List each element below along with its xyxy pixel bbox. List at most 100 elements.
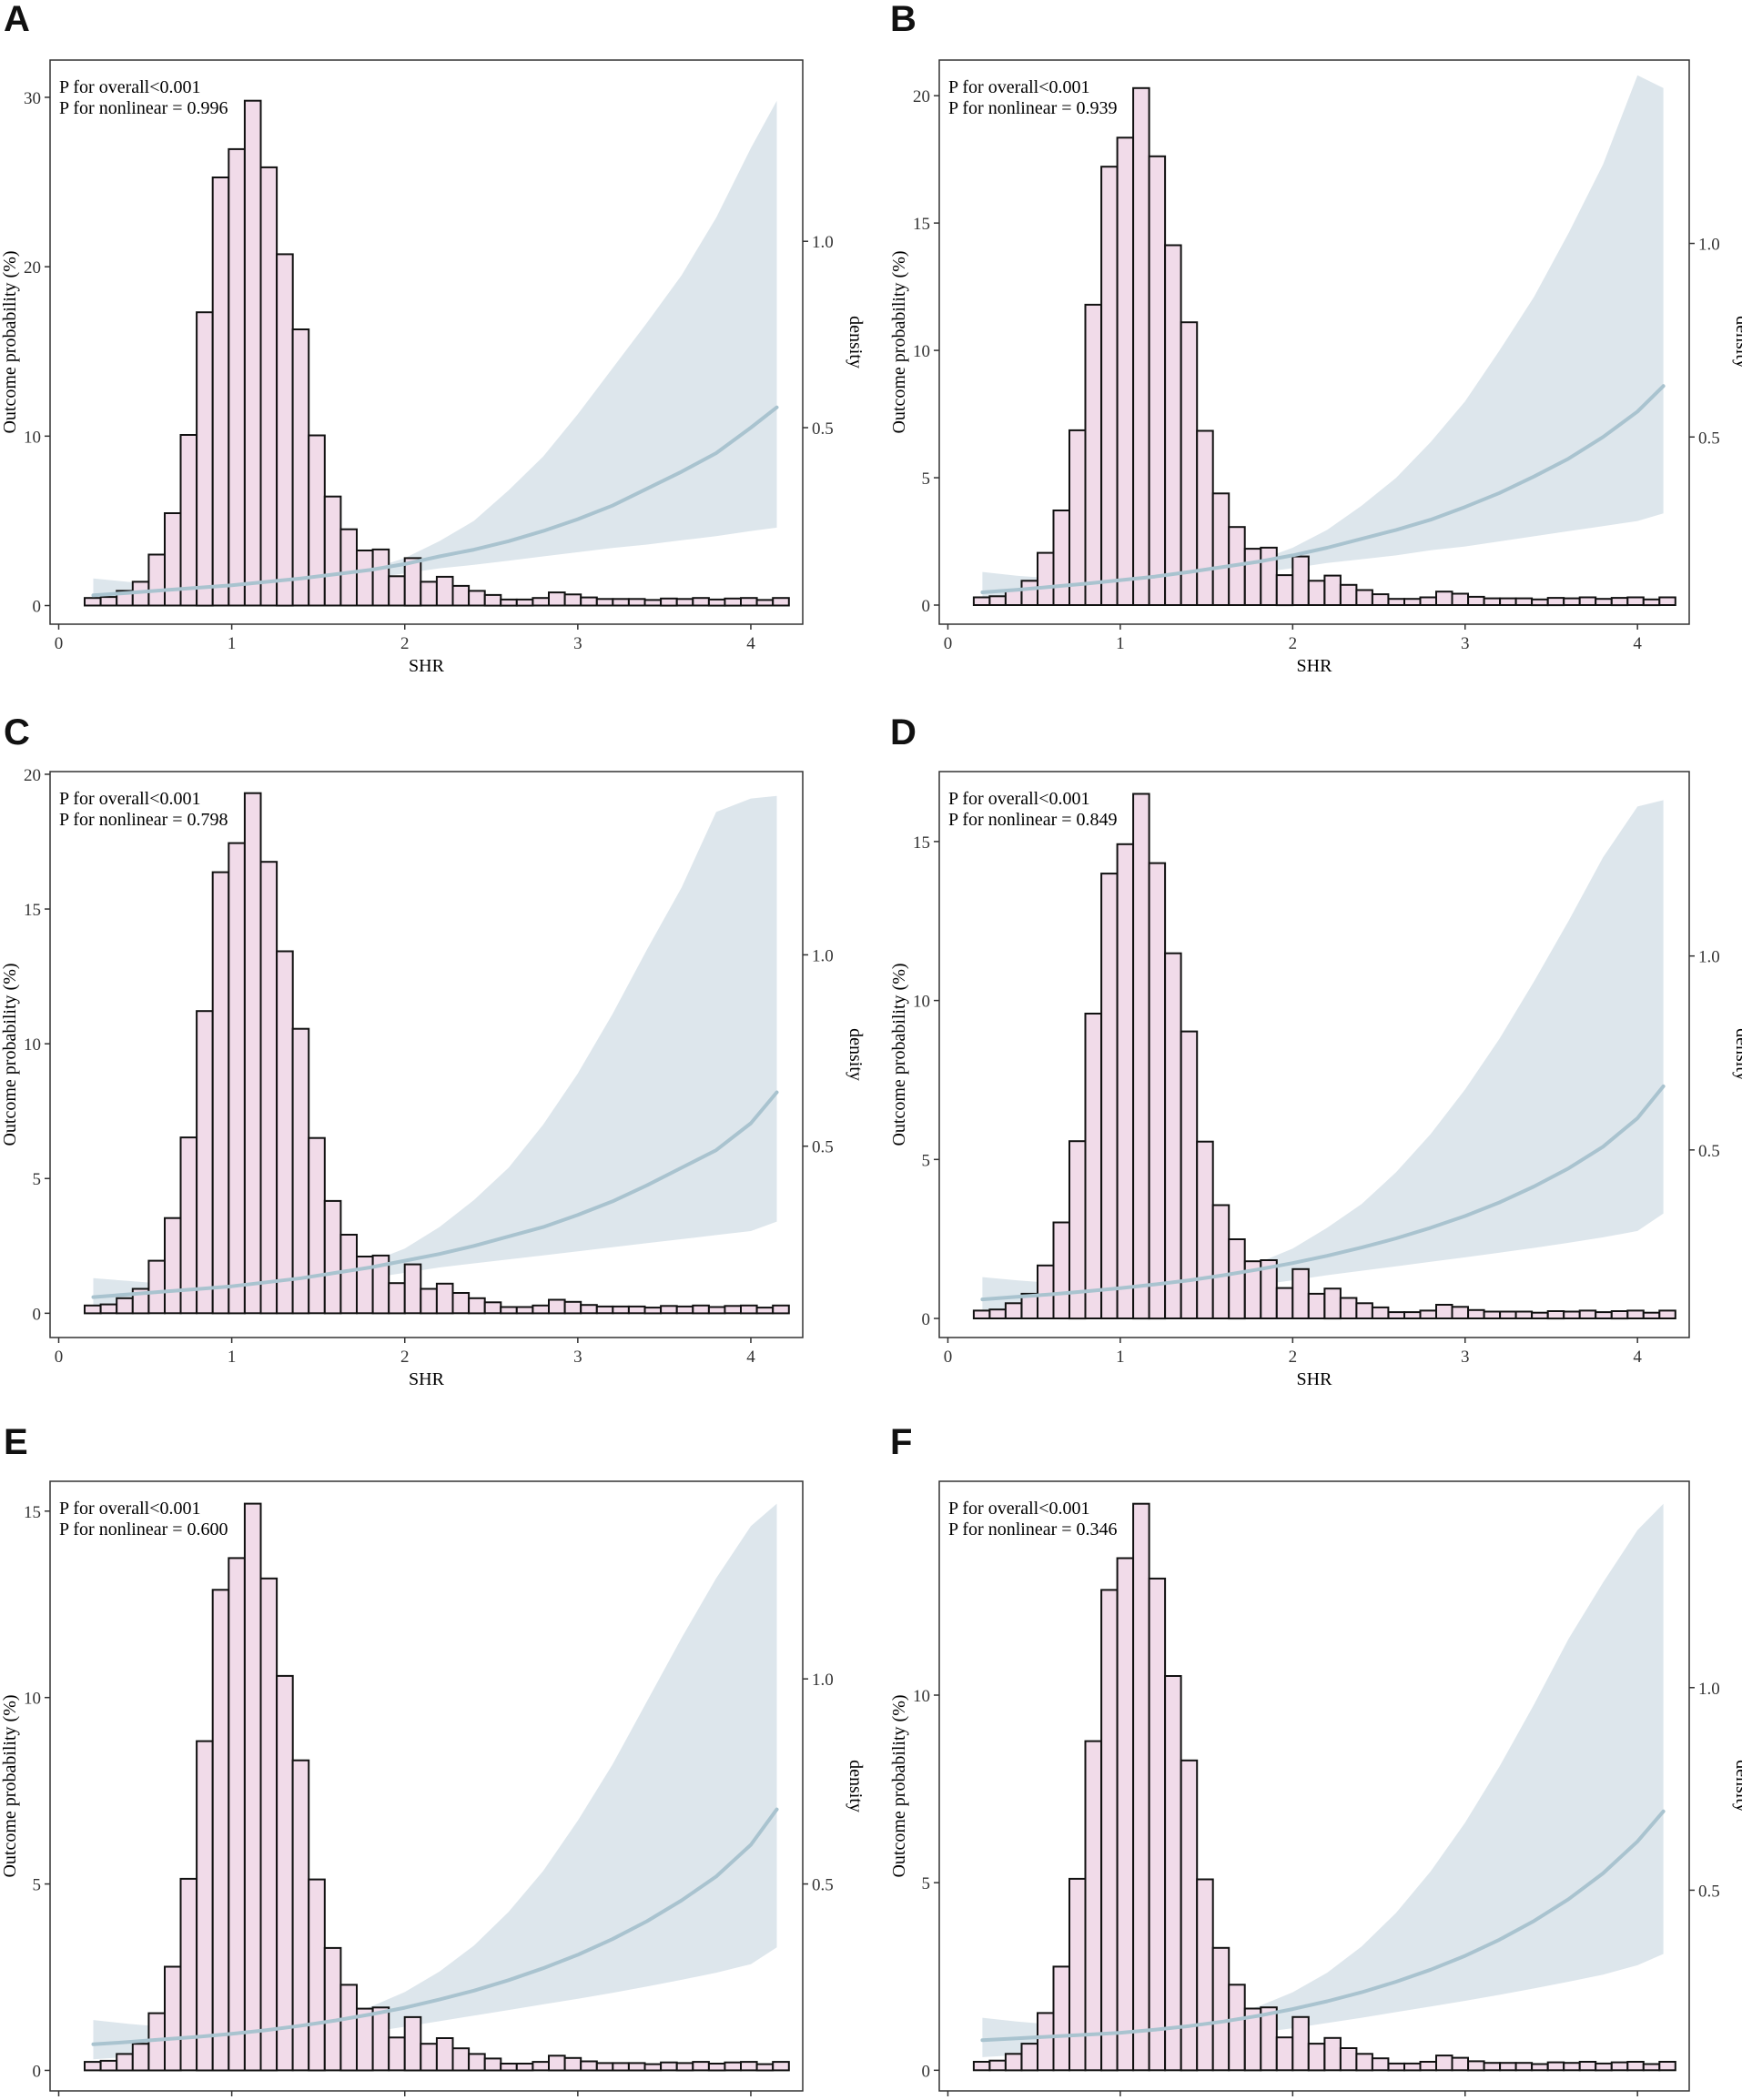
histogram-bar — [1211, 1204, 1231, 1319]
plot-frame — [49, 771, 804, 1338]
histogram-bar — [147, 553, 166, 607]
x-tick-label: 0 — [944, 634, 953, 653]
histogram-bar — [1467, 2060, 1485, 2072]
confidence-band — [982, 75, 1664, 601]
plot-frame — [938, 1480, 1690, 2092]
x-tick-label: 0 — [944, 1348, 953, 1367]
histogram-bar — [548, 591, 566, 607]
histogram-bar — [403, 1263, 422, 1315]
histogram-bar — [1371, 593, 1390, 606]
y-tick-label: 0 — [33, 598, 42, 617]
x-axis-title: SHR — [1297, 656, 1333, 676]
histogram-bar — [500, 598, 518, 607]
y2-tick-label: 0.5 — [1698, 1882, 1720, 1901]
y-tick-label: 30 — [24, 89, 41, 108]
histogram-bar — [468, 1297, 486, 1315]
histogram-bar — [339, 528, 358, 607]
histogram-bar — [1467, 595, 1485, 607]
histogram-bar — [1658, 596, 1676, 606]
fitted-curve — [980, 1809, 1666, 2043]
histogram-bar — [259, 166, 279, 607]
y-tick-label: 15 — [913, 215, 930, 234]
histogram-bar — [1419, 1309, 1437, 1320]
y-tick-label: 20 — [24, 766, 41, 785]
histogram-bar — [1260, 2006, 1278, 2072]
plot-frame — [49, 59, 804, 625]
histogram-bar — [563, 1300, 582, 1315]
histogram-bar — [84, 1304, 102, 1315]
histogram-bar — [563, 2056, 582, 2072]
y-tick-label: 5 — [922, 469, 931, 489]
histogram-bar — [116, 1297, 134, 1315]
histogram-bar — [291, 1027, 310, 1315]
histogram-bar — [1052, 1965, 1070, 2072]
fitted-curve — [980, 1084, 1666, 1302]
histogram-bar — [515, 598, 534, 607]
histogram-bar — [1260, 546, 1278, 607]
y-tick-label: 0 — [33, 2062, 42, 2081]
histogram-bar — [276, 253, 294, 607]
histogram-bar — [675, 598, 694, 607]
histogram-bar — [660, 597, 678, 607]
histogram-bar — [595, 598, 614, 607]
histogram-bar — [548, 1298, 566, 1315]
histogram-bar — [1546, 597, 1565, 607]
histogram-bar — [1100, 1589, 1119, 2072]
histogram-bar — [1228, 1984, 1246, 2072]
histogram-bar — [1658, 1309, 1676, 1320]
x-tick-label: 1 — [1116, 634, 1125, 653]
histogram-bar — [1116, 843, 1135, 1319]
histogram-bar — [339, 1234, 358, 1315]
y-tick-label: 5 — [922, 1874, 931, 1893]
histogram-bar — [1435, 591, 1453, 607]
histogram-bar — [1307, 580, 1326, 606]
plot-frame — [938, 59, 1690, 625]
histogram-bar — [1371, 1306, 1390, 1320]
y-tick-label: 15 — [913, 833, 930, 853]
histogram-bar — [707, 598, 726, 607]
histogram-bar — [228, 842, 246, 1315]
histogram-bar — [1658, 2061, 1676, 2072]
x-tick-label: 2 — [1289, 634, 1298, 653]
p-value-annotation: P for nonlinear = 0.346 — [948, 1519, 1118, 1540]
histogram-bar — [1164, 1675, 1182, 2072]
histogram-bar — [724, 1305, 743, 1315]
histogram-bar — [339, 1984, 358, 2072]
histogram-bar — [435, 575, 454, 607]
y2-tick-label: 1.0 — [1698, 1680, 1720, 1699]
x-axis-title: SHR — [409, 656, 445, 676]
histogram-bar — [580, 596, 598, 607]
histogram-bar — [1037, 2012, 1055, 2072]
histogram-bar — [1020, 580, 1038, 606]
histogram-bar — [1148, 155, 1167, 607]
y-tick-label: 20 — [913, 87, 930, 106]
histogram-bar — [179, 434, 198, 607]
y2-axis-title: density — [1732, 1760, 1742, 1812]
histogram-bar — [532, 597, 551, 607]
histogram-bar — [740, 2061, 758, 2072]
histogram-bar — [1068, 1877, 1087, 2072]
x-tick-label: 1 — [228, 634, 237, 653]
x-tick-label: 3 — [573, 634, 582, 653]
confidence-band — [93, 100, 777, 602]
histogram-bar — [612, 2062, 630, 2072]
histogram-bar — [84, 2061, 102, 2072]
histogram-bar — [1004, 1302, 1023, 1320]
y-axis-title: Outcome probability (%) — [0, 1694, 20, 1877]
histogram-bar — [755, 1307, 775, 1315]
histogram-bar — [627, 2062, 646, 2072]
histogram-bar — [1211, 1946, 1231, 2072]
y2-tick-label: 0.5 — [812, 1876, 834, 1895]
histogram-bar — [1371, 2057, 1390, 2072]
histogram-bar — [1164, 244, 1182, 606]
histogram-bar — [772, 597, 790, 607]
y-axis-title: Outcome probability (%) — [889, 250, 909, 433]
histogram-bar — [371, 2006, 390, 2072]
p-value-annotation: P for nonlinear = 0.600 — [59, 1519, 228, 1540]
histogram-bar — [1642, 1311, 1661, 1319]
y-tick-label: 10 — [913, 1687, 930, 1706]
p-value-annotation: P for nonlinear = 0.798 — [59, 810, 228, 830]
histogram-bar — [420, 581, 438, 607]
histogram-bar — [692, 2061, 710, 2072]
